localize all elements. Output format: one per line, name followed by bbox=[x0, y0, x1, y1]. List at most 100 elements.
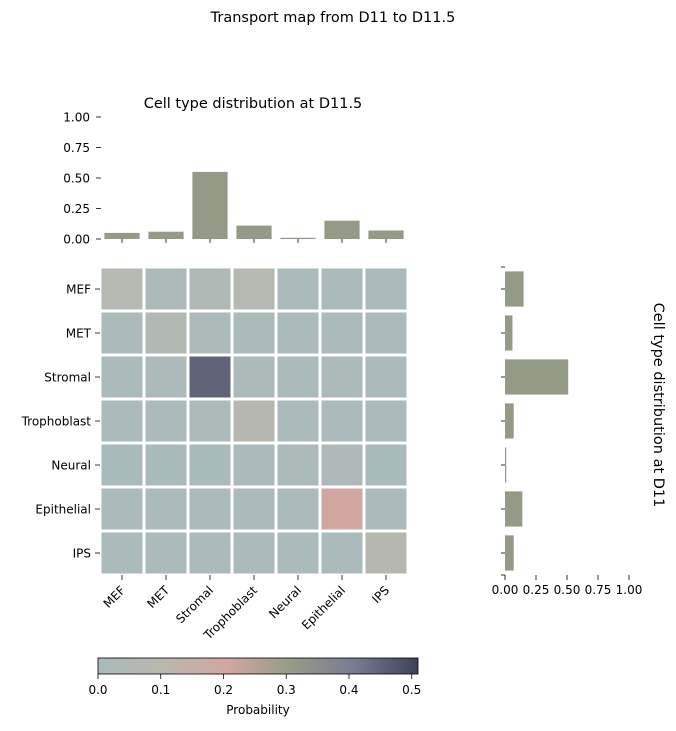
heatmap-cell bbox=[142, 309, 190, 357]
heatmap-cell bbox=[318, 265, 366, 313]
colorbar-tick-label: 0.1 bbox=[151, 683, 170, 697]
heatmap-cell bbox=[142, 397, 190, 445]
right-xtick-label: 0.25 bbox=[523, 583, 550, 597]
colorbar: 0.0 0.1 0.2 0.3 0.4 0.5 Probability bbox=[88, 657, 421, 717]
transport-heatmap: MEFMETStromalTrophoblastNeuralEpithelial… bbox=[21, 265, 410, 643]
heatmap-cell bbox=[98, 529, 146, 577]
heatmap-row-label-mef: MEF bbox=[66, 283, 91, 297]
heatmap-col-label-stromal: Stromal bbox=[173, 583, 216, 626]
heatmap-col-label-epithelial: Epithelial bbox=[299, 583, 348, 632]
heatmap-col-label-ips: IPS bbox=[369, 583, 392, 606]
heatmap-cell bbox=[98, 397, 146, 445]
heatmap-cell bbox=[362, 441, 410, 489]
top-bar-trophoblast bbox=[236, 225, 272, 239]
heatmap-cell bbox=[274, 397, 322, 445]
top-ytick-label: 0.00 bbox=[63, 233, 90, 247]
heatmap-cell bbox=[230, 309, 278, 357]
figure-suptitle: Transport map from D11 to D11.5 bbox=[210, 10, 456, 26]
heatmap-cell bbox=[142, 353, 190, 401]
heatmap-cell bbox=[142, 265, 190, 313]
heatmap-row-label-ips: IPS bbox=[73, 547, 91, 561]
heatmap-cell bbox=[318, 485, 366, 533]
heatmap-cell bbox=[230, 441, 278, 489]
heatmap-cell bbox=[186, 353, 234, 401]
heatmap-cell bbox=[274, 353, 322, 401]
heatmap-cell bbox=[318, 529, 366, 577]
heatmap-cell bbox=[230, 265, 278, 313]
heatmap-row-label-met: MET bbox=[66, 327, 92, 341]
top-bar-stromal bbox=[192, 171, 228, 239]
heatmap-cell bbox=[142, 441, 190, 489]
heatmap-cell bbox=[274, 309, 322, 357]
heatmap-cell bbox=[318, 397, 366, 445]
heatmap-cell bbox=[230, 485, 278, 533]
heatmap-row-label-stromal: Stromal bbox=[44, 371, 91, 385]
right-chart-ylabel: Cell type distribution at D11 bbox=[650, 303, 666, 508]
right-bar-mef bbox=[505, 271, 524, 307]
heatmap-cell bbox=[362, 309, 410, 357]
right-bar-chart: 0.00 0.25 0.50 0.75 1.00 Cell type distribut… bbox=[492, 266, 666, 597]
heatmap-cell bbox=[98, 353, 146, 401]
heatmap-cell bbox=[142, 529, 190, 577]
heatmap-cell bbox=[186, 397, 234, 445]
colorbar-tick-label: 0.4 bbox=[339, 683, 358, 697]
heatmap-col-label-mef: MEF bbox=[101, 583, 129, 611]
heatmap-cell bbox=[274, 265, 322, 313]
top-bar-ips bbox=[368, 230, 404, 239]
heatmap-cell bbox=[362, 353, 410, 401]
heatmap-row-label-trophoblast: Trophoblast bbox=[21, 415, 92, 429]
top-ytick-label: 0.25 bbox=[63, 202, 90, 216]
right-xtick-label: 1.00 bbox=[616, 583, 643, 597]
top-chart-title: Cell type distribution at D11.5 bbox=[144, 96, 363, 112]
heatmap-cell bbox=[98, 441, 146, 489]
right-bar-ips bbox=[505, 535, 514, 571]
top-bar-met bbox=[148, 231, 184, 239]
top-bar-neural bbox=[280, 237, 316, 239]
right-bar-trophoblast bbox=[505, 403, 514, 439]
colorbar-tick-label: 0.2 bbox=[214, 683, 233, 697]
heatmap-cell bbox=[318, 309, 366, 357]
heatmap-cell bbox=[186, 529, 234, 577]
heatmap-cell bbox=[274, 441, 322, 489]
heatmap-cell bbox=[186, 441, 234, 489]
heatmap-cell bbox=[230, 529, 278, 577]
colorbar-tick-label: 0.3 bbox=[277, 683, 296, 697]
heatmap-cell bbox=[98, 265, 146, 313]
right-xtick-label: 0.50 bbox=[554, 583, 581, 597]
heatmap-cell bbox=[186, 485, 234, 533]
colorbar-tick-label: 0.0 bbox=[88, 683, 107, 697]
heatmap-col-label-neural: Neural bbox=[266, 583, 304, 621]
heatmap-cell bbox=[318, 441, 366, 489]
right-bar-epithelial bbox=[505, 491, 523, 527]
heatmap-cell bbox=[230, 397, 278, 445]
heatmap-cell bbox=[362, 397, 410, 445]
heatmap-cell bbox=[274, 529, 322, 577]
heatmap-cell bbox=[230, 353, 278, 401]
right-bar-stromal bbox=[505, 359, 569, 395]
heatmap-row-label-epithelial: Epithelial bbox=[35, 503, 91, 517]
heatmap-cell bbox=[318, 353, 366, 401]
top-ytick-label: 0.50 bbox=[63, 172, 90, 186]
heatmap-cell bbox=[186, 265, 234, 313]
heatmap-cell bbox=[362, 485, 410, 533]
top-bar-mef bbox=[104, 232, 140, 239]
right-bar-neural bbox=[505, 447, 507, 483]
heatmap-cell bbox=[142, 485, 190, 533]
heatmap-row-label-neural: Neural bbox=[51, 459, 91, 473]
heatmap-cell bbox=[362, 529, 410, 577]
heatmap-cell bbox=[186, 309, 234, 357]
right-bar-met bbox=[505, 315, 513, 351]
heatmap-cell bbox=[98, 485, 146, 533]
colorbar-gradient bbox=[97, 657, 419, 675]
heatmap-cell bbox=[274, 485, 322, 533]
heatmap-cell bbox=[98, 309, 146, 357]
colorbar-label: Probability bbox=[226, 703, 289, 717]
top-bar-chart: Cell type distribution at D11.5 0.00 0.25… bbox=[63, 96, 404, 247]
top-ytick-label: 0.75 bbox=[63, 141, 90, 155]
top-ytick-label: 1.00 bbox=[63, 111, 90, 125]
right-xtick-label: 0.00 bbox=[492, 583, 519, 597]
right-xtick-label: 0.75 bbox=[585, 583, 612, 597]
heatmap-col-label-met: MET bbox=[144, 583, 172, 611]
